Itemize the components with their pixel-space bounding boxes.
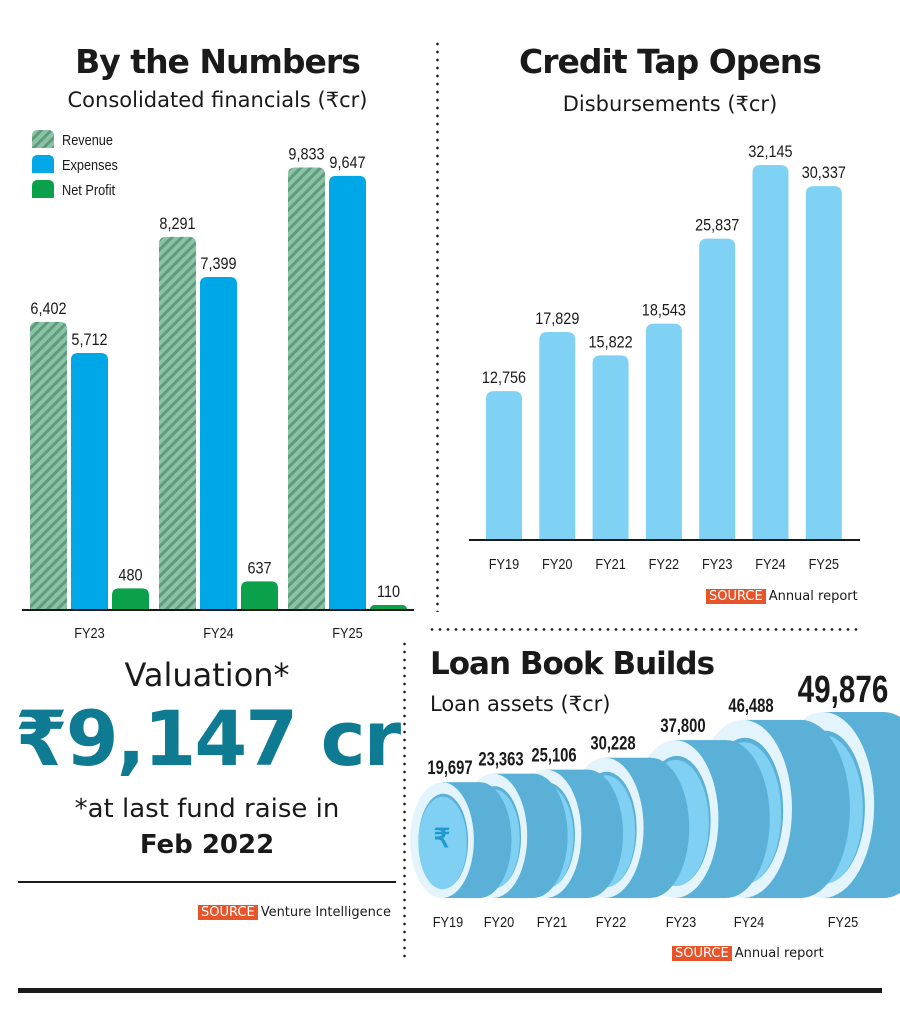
bar-disbursement-fy19 [486, 391, 522, 540]
bar-disbursement-fy22 [645, 323, 682, 540]
bar-expenses-fy25 [329, 175, 366, 610]
loan-book-subtitle: Loan assets (₹cr) [430, 692, 611, 716]
financials-chart: Revenue Expenses Net Profit 6,402 5,712 480 8… [22, 130, 414, 641]
x-tick-label: FY24 [755, 555, 786, 572]
data-label: 8,291 [159, 215, 195, 233]
data-label: 480 [118, 566, 142, 584]
x-tick-label: FY21 [595, 555, 626, 572]
footer-rule [18, 988, 882, 993]
data-label: 23,363 [478, 749, 523, 770]
legend-swatch-net-profit [32, 180, 54, 198]
bar-net-profit-fy24 [241, 581, 278, 610]
by-the-numbers-title: By the Numbers [75, 42, 361, 81]
data-label: 9,647 [329, 154, 365, 172]
x-tick-label: FY20 [542, 555, 573, 572]
valuation-rule [18, 881, 396, 883]
source-tag: SOURCE [198, 905, 258, 920]
x-tick-label: FY23 [74, 624, 105, 641]
bar-disbursement-fy25 [805, 186, 842, 540]
legend-swatch-expenses [32, 155, 54, 173]
data-label: 18,543 [642, 302, 686, 320]
x-tick-label: FY20 [484, 913, 515, 930]
loan-assets-chart: ₹₹₹₹₹₹₹ 19,69723,36325,10630,22837,80046… [410, 669, 900, 930]
source-text: Annual report [734, 946, 824, 961]
x-tick-label: FY22 [596, 913, 627, 930]
data-label: 37,800 [660, 715, 705, 736]
x-tick-label: FY25 [332, 624, 363, 641]
loan-book-title: Loan Book Builds [430, 646, 715, 682]
bar-disbursement-fy21 [592, 355, 629, 540]
legend-label: Net Profit [62, 181, 115, 198]
data-label: 637 [247, 559, 271, 577]
bar-disbursement-fy23 [699, 238, 736, 540]
valuation-source: SOURCE Venture Intelligence [198, 905, 391, 920]
bar-revenue-fy25 [288, 167, 325, 610]
source-text: Annual report [768, 589, 858, 604]
data-label: 49,876 [798, 669, 889, 711]
bar-net-profit-fy25 [370, 605, 407, 610]
loan-book-source: SOURCE Annual report [672, 946, 824, 961]
data-label: 30,228 [590, 733, 635, 754]
data-label: 32,145 [748, 143, 792, 161]
x-tick-label: FY24 [734, 913, 765, 930]
data-label: 25,837 [695, 217, 739, 235]
x-tick-label: FY25 [809, 555, 840, 572]
coin-fy19: ₹ [410, 782, 512, 898]
source-text: Venture Intelligence [260, 905, 391, 920]
x-tick-label: FY21 [537, 913, 568, 930]
rupee-icon: ₹ [434, 823, 451, 853]
vertical-divider-bottom [403, 640, 406, 962]
x-tick-label: FY25 [828, 913, 859, 930]
data-label: 110 [377, 583, 400, 601]
data-label: 19,697 [427, 757, 472, 778]
data-label: 30,337 [802, 164, 846, 182]
by-the-numbers-subtitle: Consolidated financials (₹cr) [67, 88, 368, 112]
data-label: 15,822 [589, 333, 633, 351]
data-label: 25,106 [531, 745, 576, 766]
data-label: 9,833 [288, 146, 324, 164]
x-tick-label: FY19 [433, 913, 464, 930]
bar-revenue-fy23 [30, 321, 67, 610]
horizontal-divider [428, 628, 862, 631]
bar-expenses-fy23 [71, 352, 108, 610]
credit-tap-title: Credit Tap Opens [519, 42, 822, 81]
x-tick-label: FY19 [489, 555, 520, 572]
valuation-date: Feb 2022 [139, 830, 275, 860]
bar-revenue-fy24 [159, 236, 196, 610]
credit-tap-subtitle: Disbursements (₹cr) [562, 92, 778, 116]
legend-label: Revenue [62, 131, 113, 148]
vertical-divider-top [436, 40, 439, 612]
bar-disbursement-fy20 [539, 331, 576, 540]
legend-label: Expenses [62, 156, 118, 173]
data-label: 5,712 [71, 331, 107, 349]
x-tick-label: FY22 [649, 555, 680, 572]
valuation-label: Valuation* [124, 656, 290, 694]
x-tick-label: FY23 [702, 555, 733, 572]
source-tag: SOURCE [672, 946, 732, 961]
x-tick-label: FY24 [203, 624, 234, 641]
source-tag: SOURCE [706, 589, 766, 604]
valuation-value: ₹9,147 cr [14, 694, 401, 783]
data-label: 46,488 [728, 695, 773, 716]
bar-expenses-fy24 [200, 277, 237, 610]
valuation-note: *at last fund raise in [74, 794, 340, 824]
disbursements-source: SOURCE Annual report [706, 589, 858, 604]
data-label: 7,399 [200, 255, 236, 273]
bar-net-profit-fy23 [112, 588, 149, 610]
data-label: 12,756 [482, 369, 526, 387]
disbursements-chart: 12,756 17,829 15,822 18,543 25,837 32,145 30,3… [469, 143, 860, 572]
data-label: 6,402 [30, 300, 66, 318]
bar-disbursement-fy24 [752, 164, 789, 540]
x-tick-label: FY23 [666, 913, 697, 930]
data-label: 17,829 [535, 310, 579, 328]
legend-swatch-revenue [32, 130, 54, 148]
